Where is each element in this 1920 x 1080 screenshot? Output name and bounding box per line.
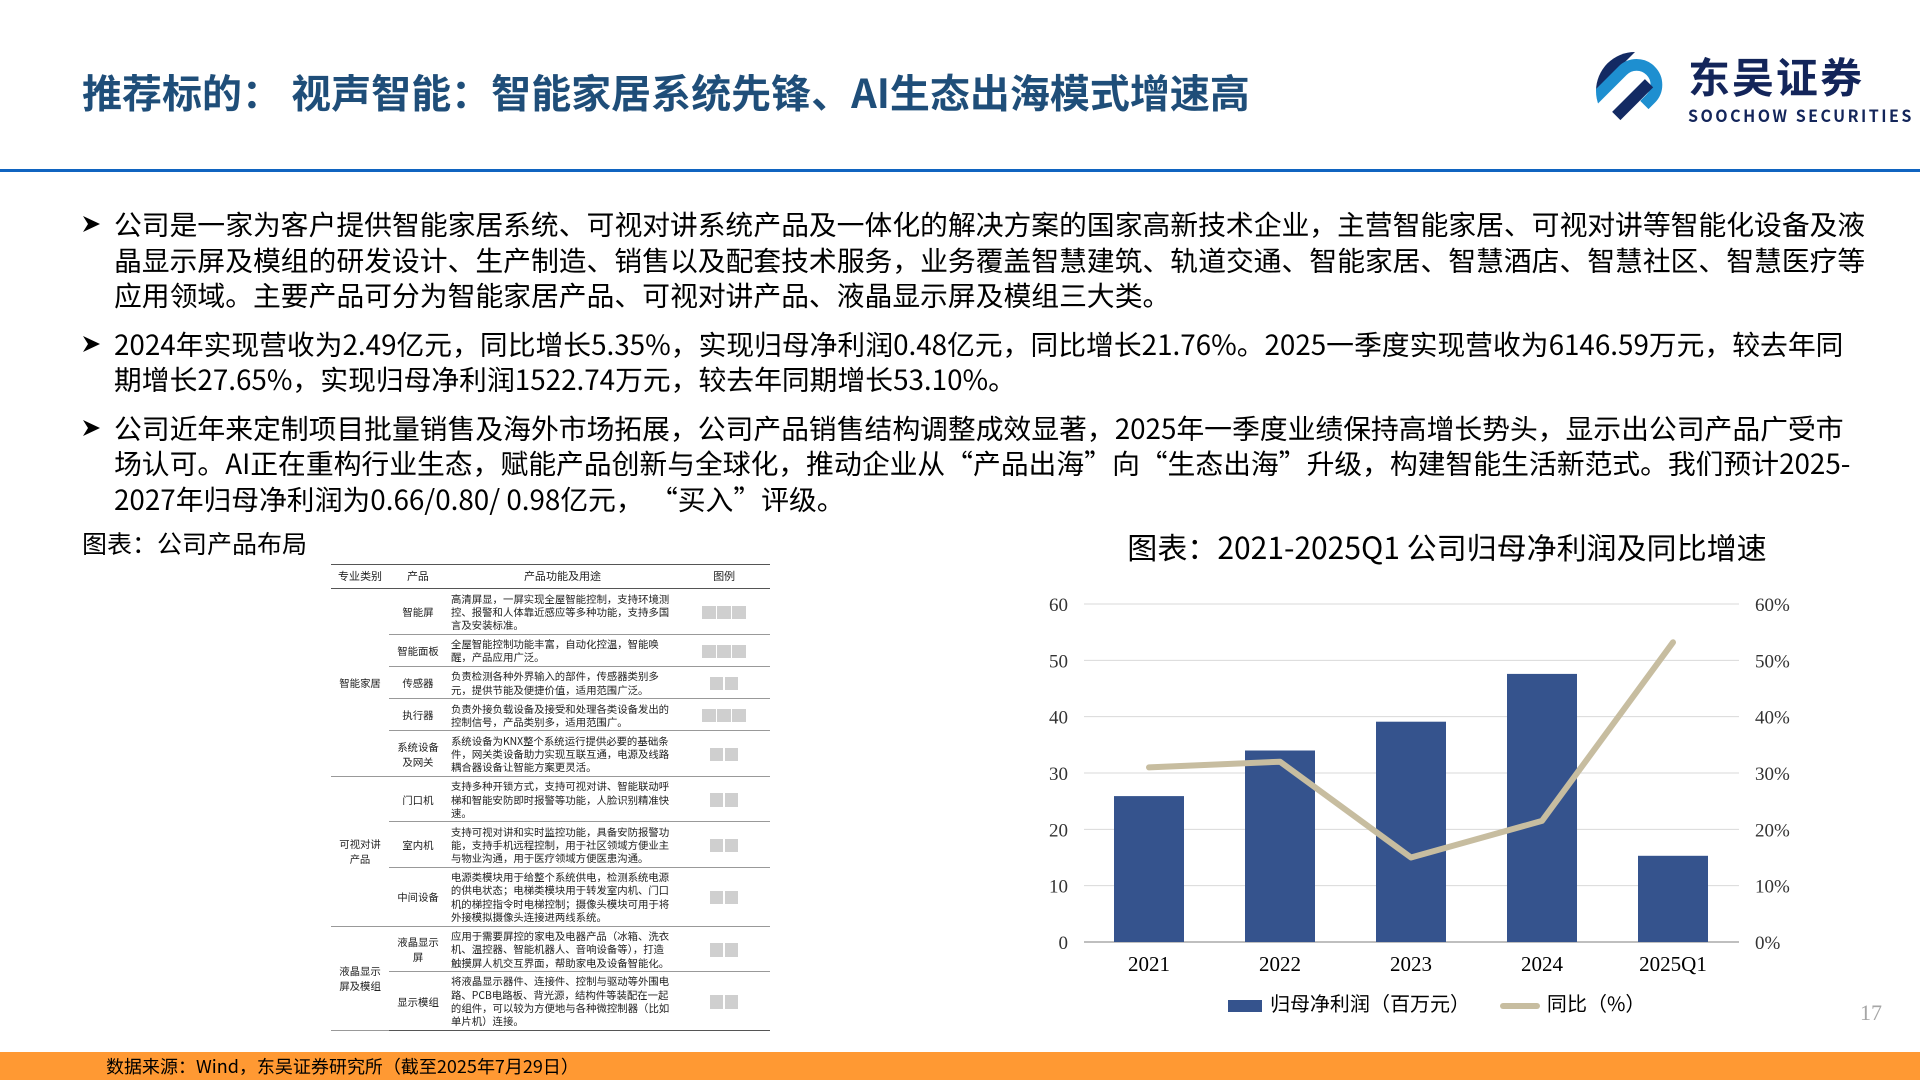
svg-text:30: 30	[1049, 764, 1068, 785]
svg-text:20: 20	[1049, 820, 1068, 841]
svg-text:10%: 10%	[1755, 877, 1790, 898]
svg-text:20%: 20%	[1755, 820, 1790, 841]
svg-text:30%: 30%	[1755, 764, 1790, 785]
svg-text:40%: 40%	[1755, 708, 1790, 729]
svg-text:归母净利润（百万元）: 归母净利润（百万元）	[1270, 988, 1470, 1017]
svg-text:40: 40	[1049, 708, 1068, 729]
svg-text:2022: 2022	[1259, 952, 1301, 976]
svg-text:2021: 2021	[1128, 952, 1170, 976]
svg-text:60: 60	[1049, 595, 1068, 616]
svg-text:60%: 60%	[1755, 595, 1790, 616]
svg-text:50%: 50%	[1755, 651, 1790, 672]
svg-text:0%: 0%	[1755, 933, 1781, 954]
svg-text:同比（%）: 同比（%）	[1547, 988, 1645, 1017]
svg-text:50: 50	[1049, 651, 1068, 672]
svg-text:0: 0	[1059, 933, 1069, 954]
svg-text:2023: 2023	[1390, 952, 1432, 976]
svg-text:10: 10	[1049, 877, 1068, 898]
svg-text:图表：2021-2025Q1 公司归母净利润及同比增速: 图表：2021-2025Q1 公司归母净利润及同比增速	[1127, 524, 1766, 568]
svg-text:2024: 2024	[1521, 952, 1564, 976]
svg-text:2025Q1: 2025Q1	[1639, 952, 1707, 976]
